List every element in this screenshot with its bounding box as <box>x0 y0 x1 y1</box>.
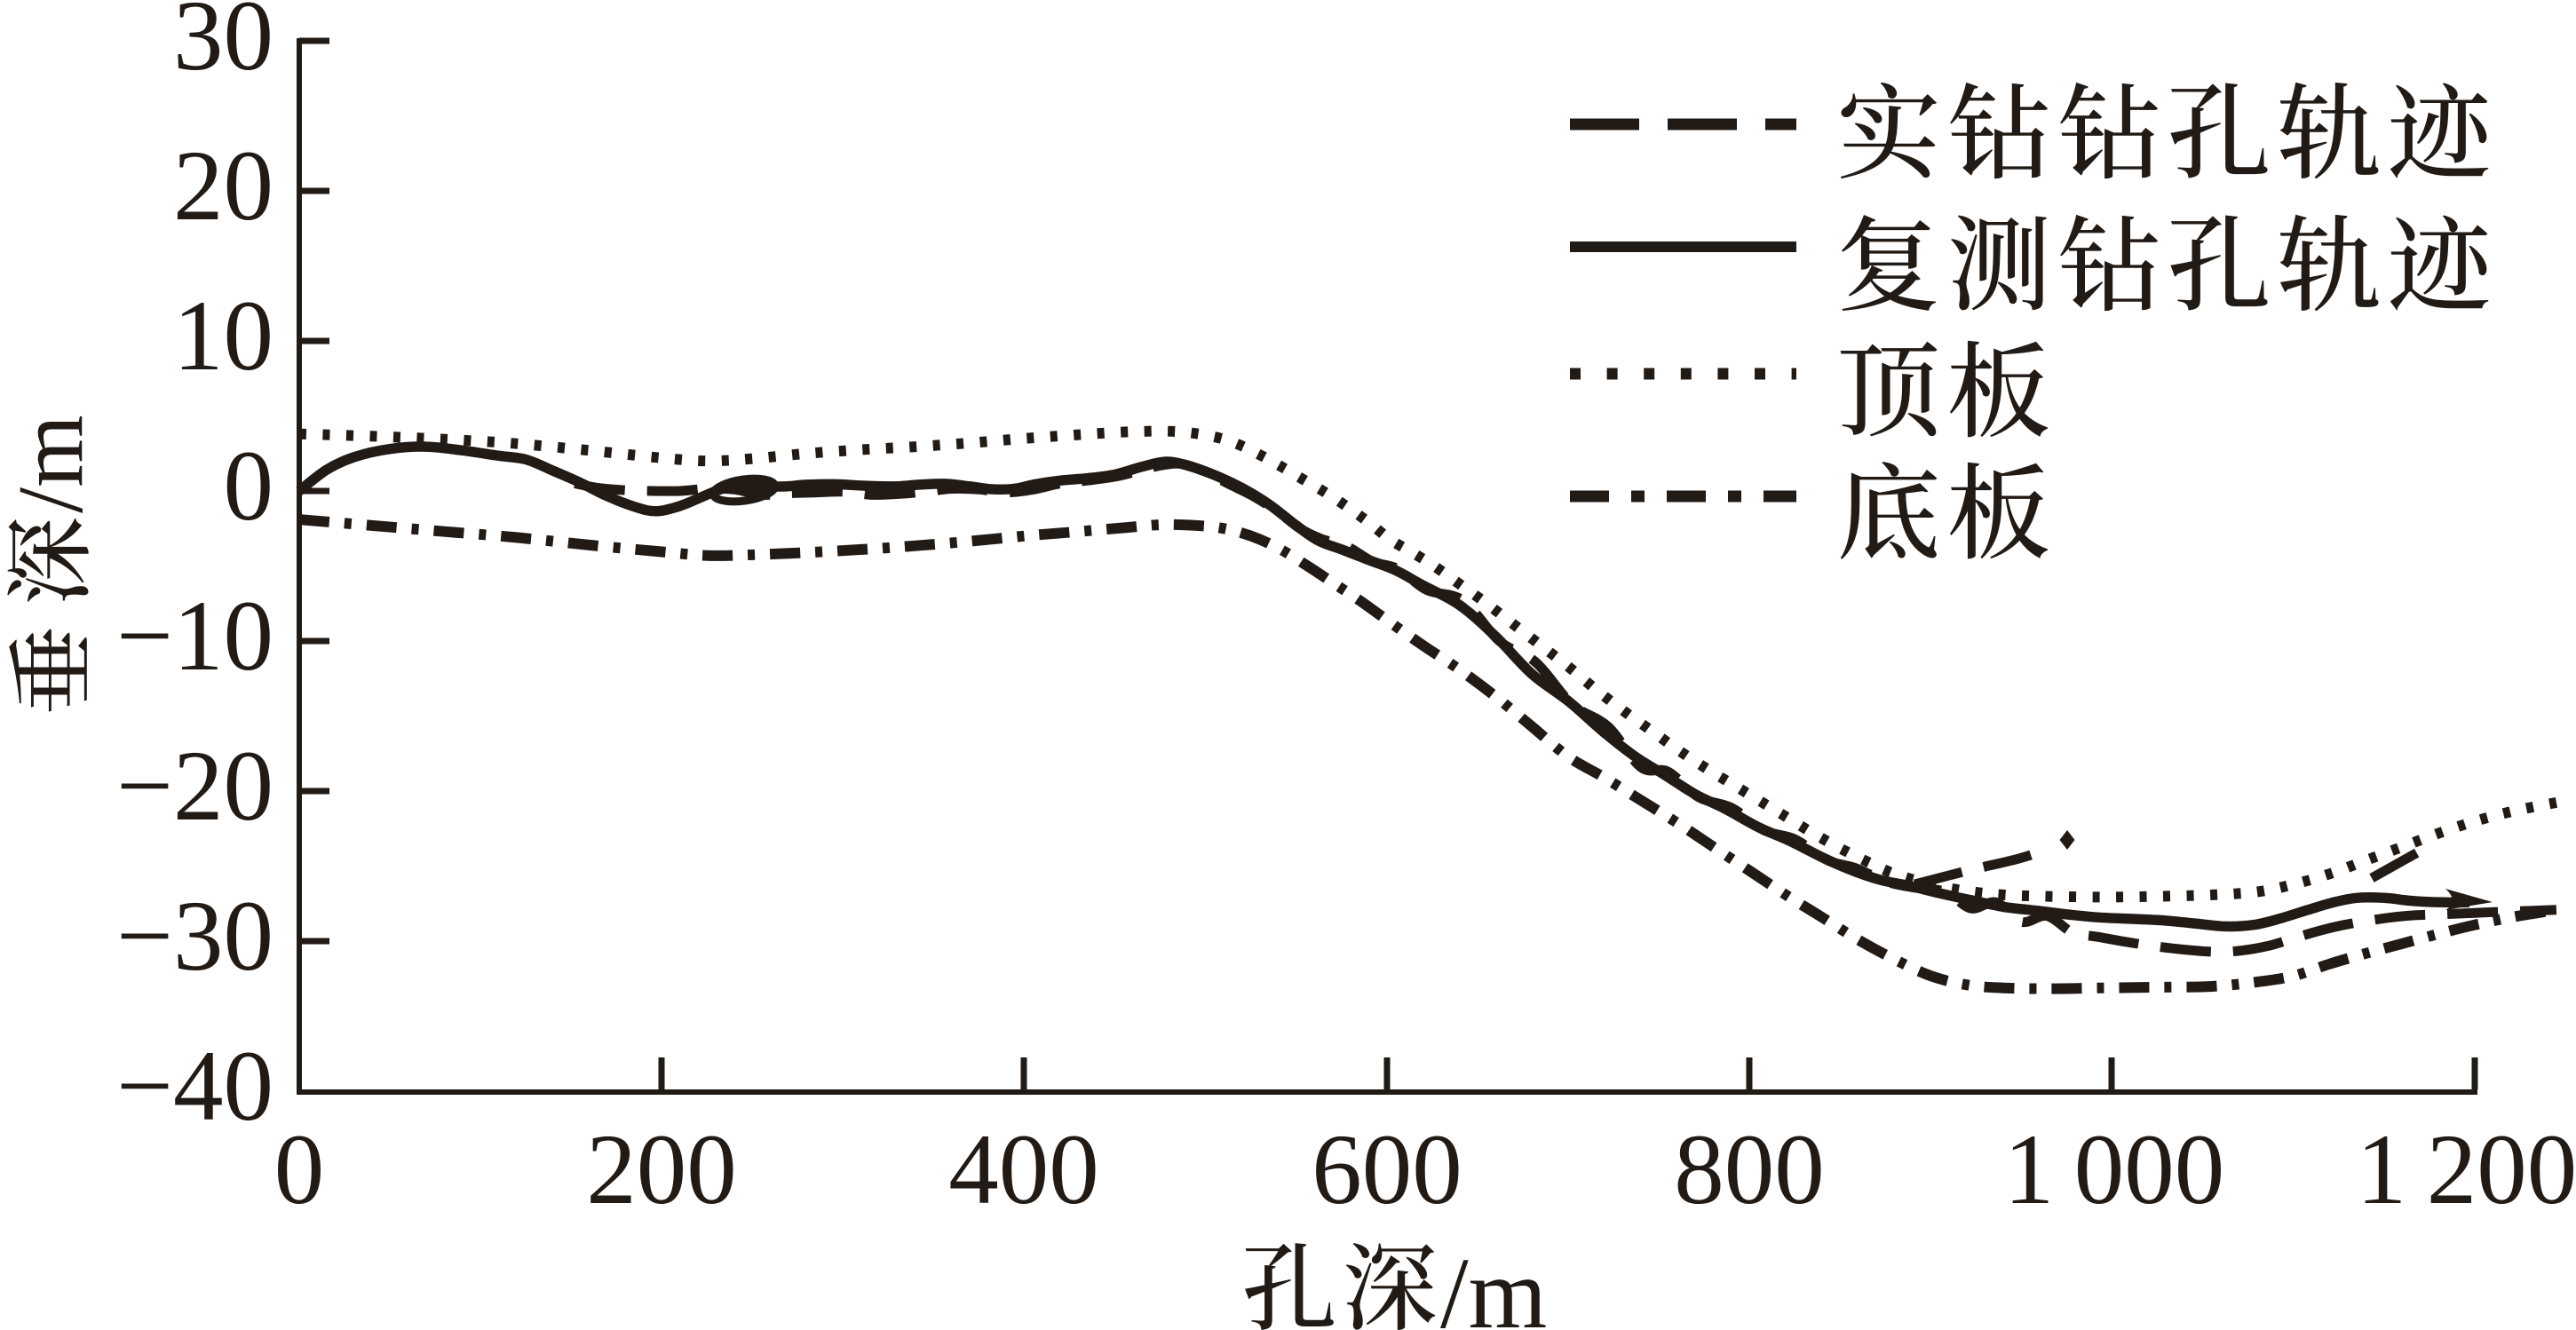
svg-text:0: 0 <box>224 431 274 542</box>
svg-text:−30: −30 <box>116 881 273 992</box>
svg-text:30: 30 <box>173 0 273 91</box>
svg-text:−40: −40 <box>116 1031 273 1142</box>
svg-text:20: 20 <box>173 131 273 241</box>
svg-text:/m: /m <box>1440 1237 1547 1330</box>
svg-text:/m: /m <box>0 415 102 513</box>
svg-text:0: 0 <box>274 1114 325 1225</box>
svg-text:200: 200 <box>586 1114 737 1225</box>
svg-text:−20: −20 <box>116 731 273 842</box>
svg-text:1 200: 1 200 <box>2357 1114 2576 1225</box>
svg-text:1 000: 1 000 <box>2004 1114 2225 1225</box>
svg-text:600: 600 <box>1312 1114 1462 1225</box>
svg-text:800: 800 <box>1674 1114 1825 1225</box>
svg-text:−10: −10 <box>116 581 273 692</box>
svg-text:10: 10 <box>173 281 273 392</box>
svg-text:400: 400 <box>948 1114 1099 1225</box>
